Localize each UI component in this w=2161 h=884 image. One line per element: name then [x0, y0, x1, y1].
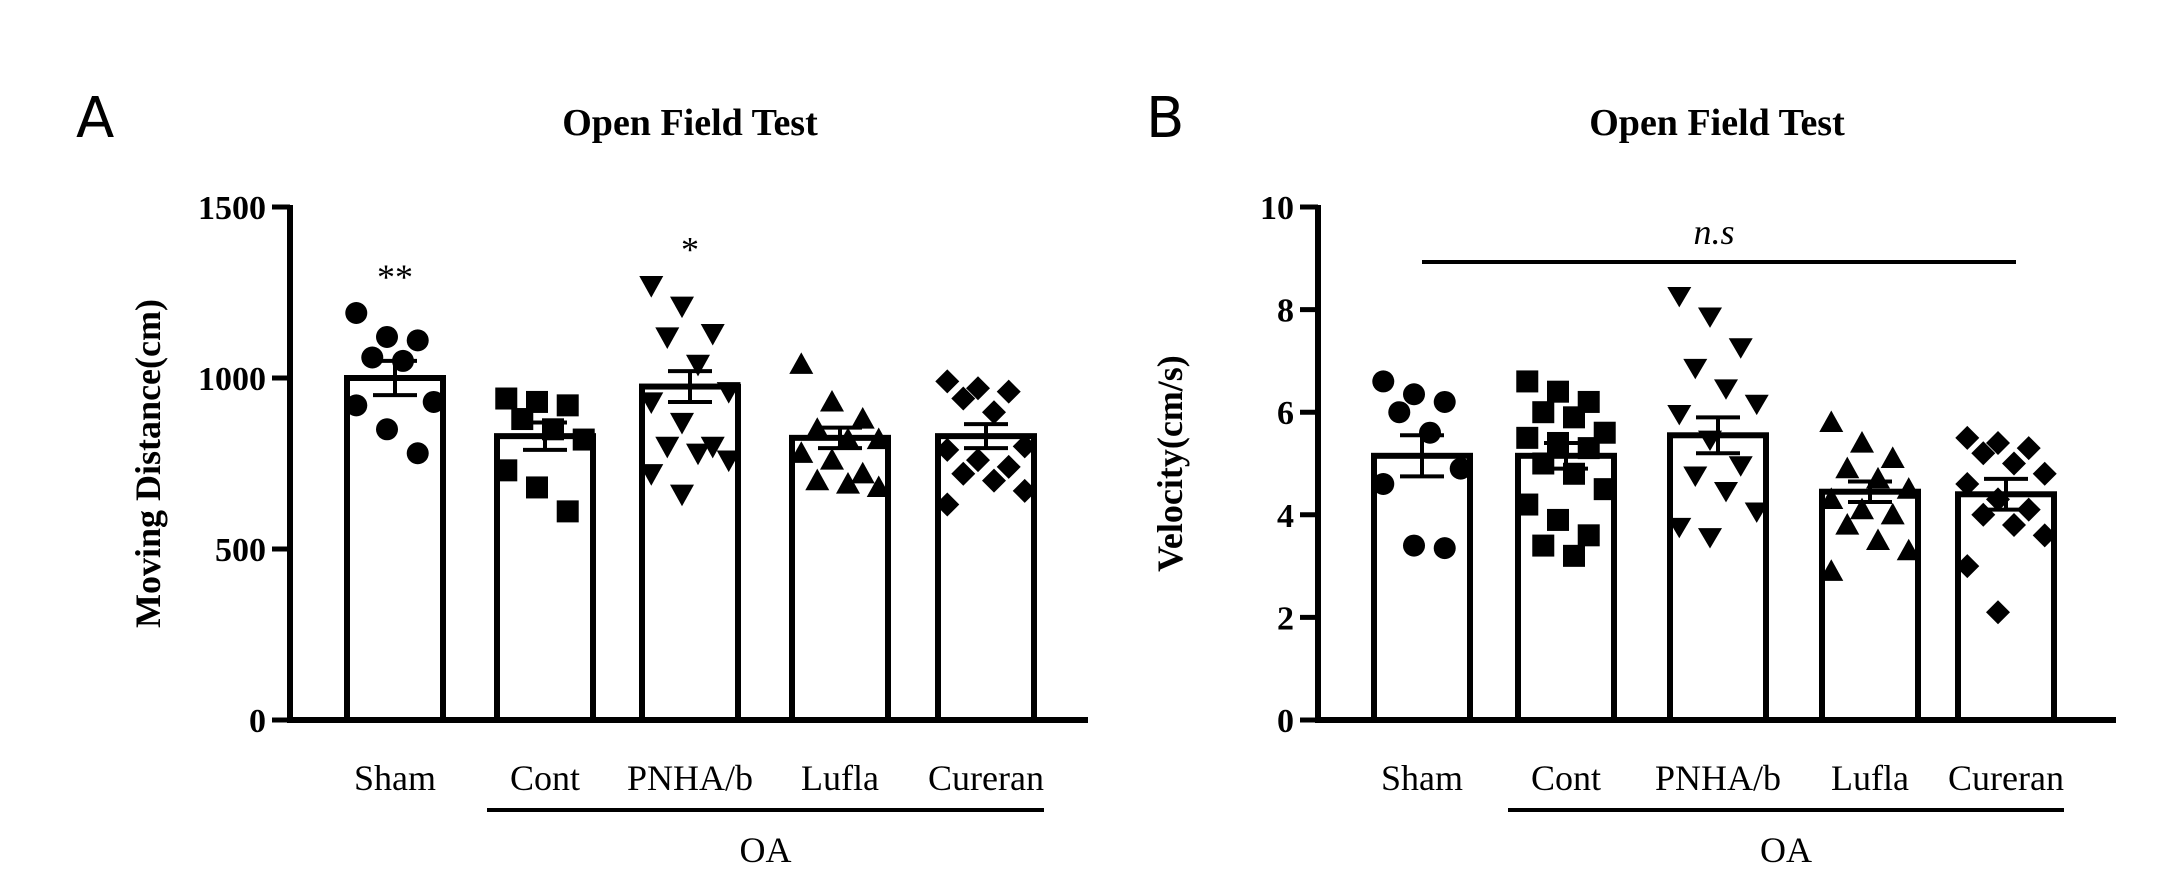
data-point — [639, 392, 664, 414]
significance-marker: ** — [377, 257, 413, 297]
x-tick-label: Cureran — [928, 758, 1044, 798]
data-point — [716, 450, 741, 473]
data-point — [700, 323, 725, 346]
data-point — [951, 461, 976, 486]
data-point — [406, 329, 429, 352]
data-point — [935, 492, 960, 517]
data-point — [820, 448, 844, 470]
data-point — [495, 387, 518, 410]
data-point — [982, 468, 1006, 493]
significance-marker: * — [681, 230, 699, 270]
data-point — [935, 369, 960, 394]
bar-pnhab — [639, 383, 741, 723]
data-point — [850, 407, 875, 429]
data-point — [542, 418, 564, 441]
data-point — [700, 436, 725, 459]
data-point — [996, 454, 1021, 479]
data-point — [805, 468, 830, 491]
y-tick-label: 1000 — [198, 361, 266, 398]
x-tick-label: Sham — [354, 758, 436, 798]
x-tick-label: PNHA/b — [627, 758, 753, 798]
data-point — [850, 461, 875, 484]
data-point — [556, 500, 579, 523]
data-point — [345, 394, 368, 417]
data-point — [556, 394, 579, 417]
data-point — [1012, 434, 1037, 459]
panel-letter-a: A — [76, 86, 115, 151]
panel-letter-b: B — [1146, 86, 1185, 151]
data-point — [866, 475, 891, 498]
y-tick-label: 500 — [215, 532, 266, 569]
data-point — [345, 302, 368, 325]
data-point — [376, 325, 398, 348]
data-point — [866, 427, 891, 450]
data-point — [789, 441, 814, 463]
data-point — [836, 427, 860, 450]
data-point — [526, 390, 548, 413]
data-point — [655, 436, 680, 459]
data-point — [805, 417, 830, 439]
data-point — [406, 442, 429, 465]
data-point — [716, 382, 741, 404]
data-point — [670, 296, 694, 319]
data-point — [655, 327, 680, 349]
data-point — [639, 464, 664, 486]
y-axis-label: Moving Distance(cm) — [128, 299, 168, 628]
data-point — [572, 428, 595, 451]
bar-lufla — [789, 434, 891, 723]
data-point — [422, 390, 445, 413]
data-point — [376, 418, 398, 441]
data-point — [495, 459, 518, 482]
data-point — [686, 354, 710, 377]
data-point — [820, 389, 844, 412]
data-point — [982, 400, 1006, 425]
y-tick-label: 0 — [249, 703, 266, 740]
data-point — [966, 448, 990, 473]
data-point — [670, 412, 694, 435]
data-point — [392, 349, 414, 372]
data-point — [966, 376, 990, 401]
data-point — [511, 408, 534, 431]
data-point — [996, 379, 1021, 404]
data-point — [935, 437, 960, 462]
data-point — [361, 346, 384, 369]
chart-title: Open Field Test — [562, 102, 818, 144]
data-point — [639, 276, 664, 298]
data-point — [836, 472, 860, 494]
data-point — [526, 476, 548, 499]
group-label: OA — [740, 830, 792, 870]
x-tick-label: Lufla — [801, 758, 879, 798]
data-point — [1012, 478, 1037, 503]
data-point — [951, 386, 976, 411]
x-tick-label: Cont — [510, 758, 580, 798]
y-tick-label: 1500 — [198, 190, 266, 227]
data-point — [686, 443, 710, 466]
data-point — [789, 352, 814, 374]
data-point — [670, 484, 694, 507]
